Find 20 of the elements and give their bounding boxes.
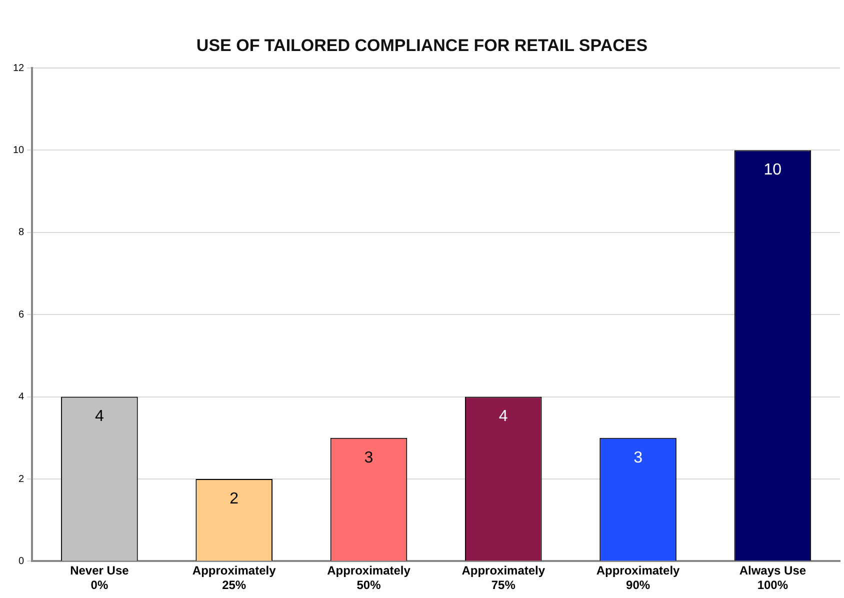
y-tick-label: 4 (18, 392, 25, 403)
x-tick-label: Always Use 100% (739, 564, 806, 592)
chart-title: USE OF TAILORED COMPLIANCE FOR RETAIL SPACES (195, 36, 649, 56)
x-tick-label: Approximately 50% (327, 564, 411, 592)
y-tick-label: 12 (13, 62, 25, 74)
x-tick-label: Approximately 25% (192, 564, 276, 592)
x-tick-label: Approximately 75% (462, 564, 546, 592)
data-label: 2 (230, 490, 239, 508)
data-label: 3 (364, 449, 374, 466)
data-label: 3 (634, 449, 643, 466)
y-tick-label: 10 (13, 144, 25, 156)
x-tick-label: Never Use 0% (70, 564, 130, 592)
data-label: 4 (94, 408, 104, 426)
data-label: 10 (764, 162, 782, 179)
data-label: 4 (498, 408, 508, 426)
y-tick-label: 2 (18, 474, 25, 485)
x-tick-label: Approximately 90% (596, 564, 680, 592)
y-tick-label: 8 (18, 227, 25, 238)
y-tick-label: 6 (18, 309, 25, 320)
y-tick-label: 0 (18, 556, 25, 567)
